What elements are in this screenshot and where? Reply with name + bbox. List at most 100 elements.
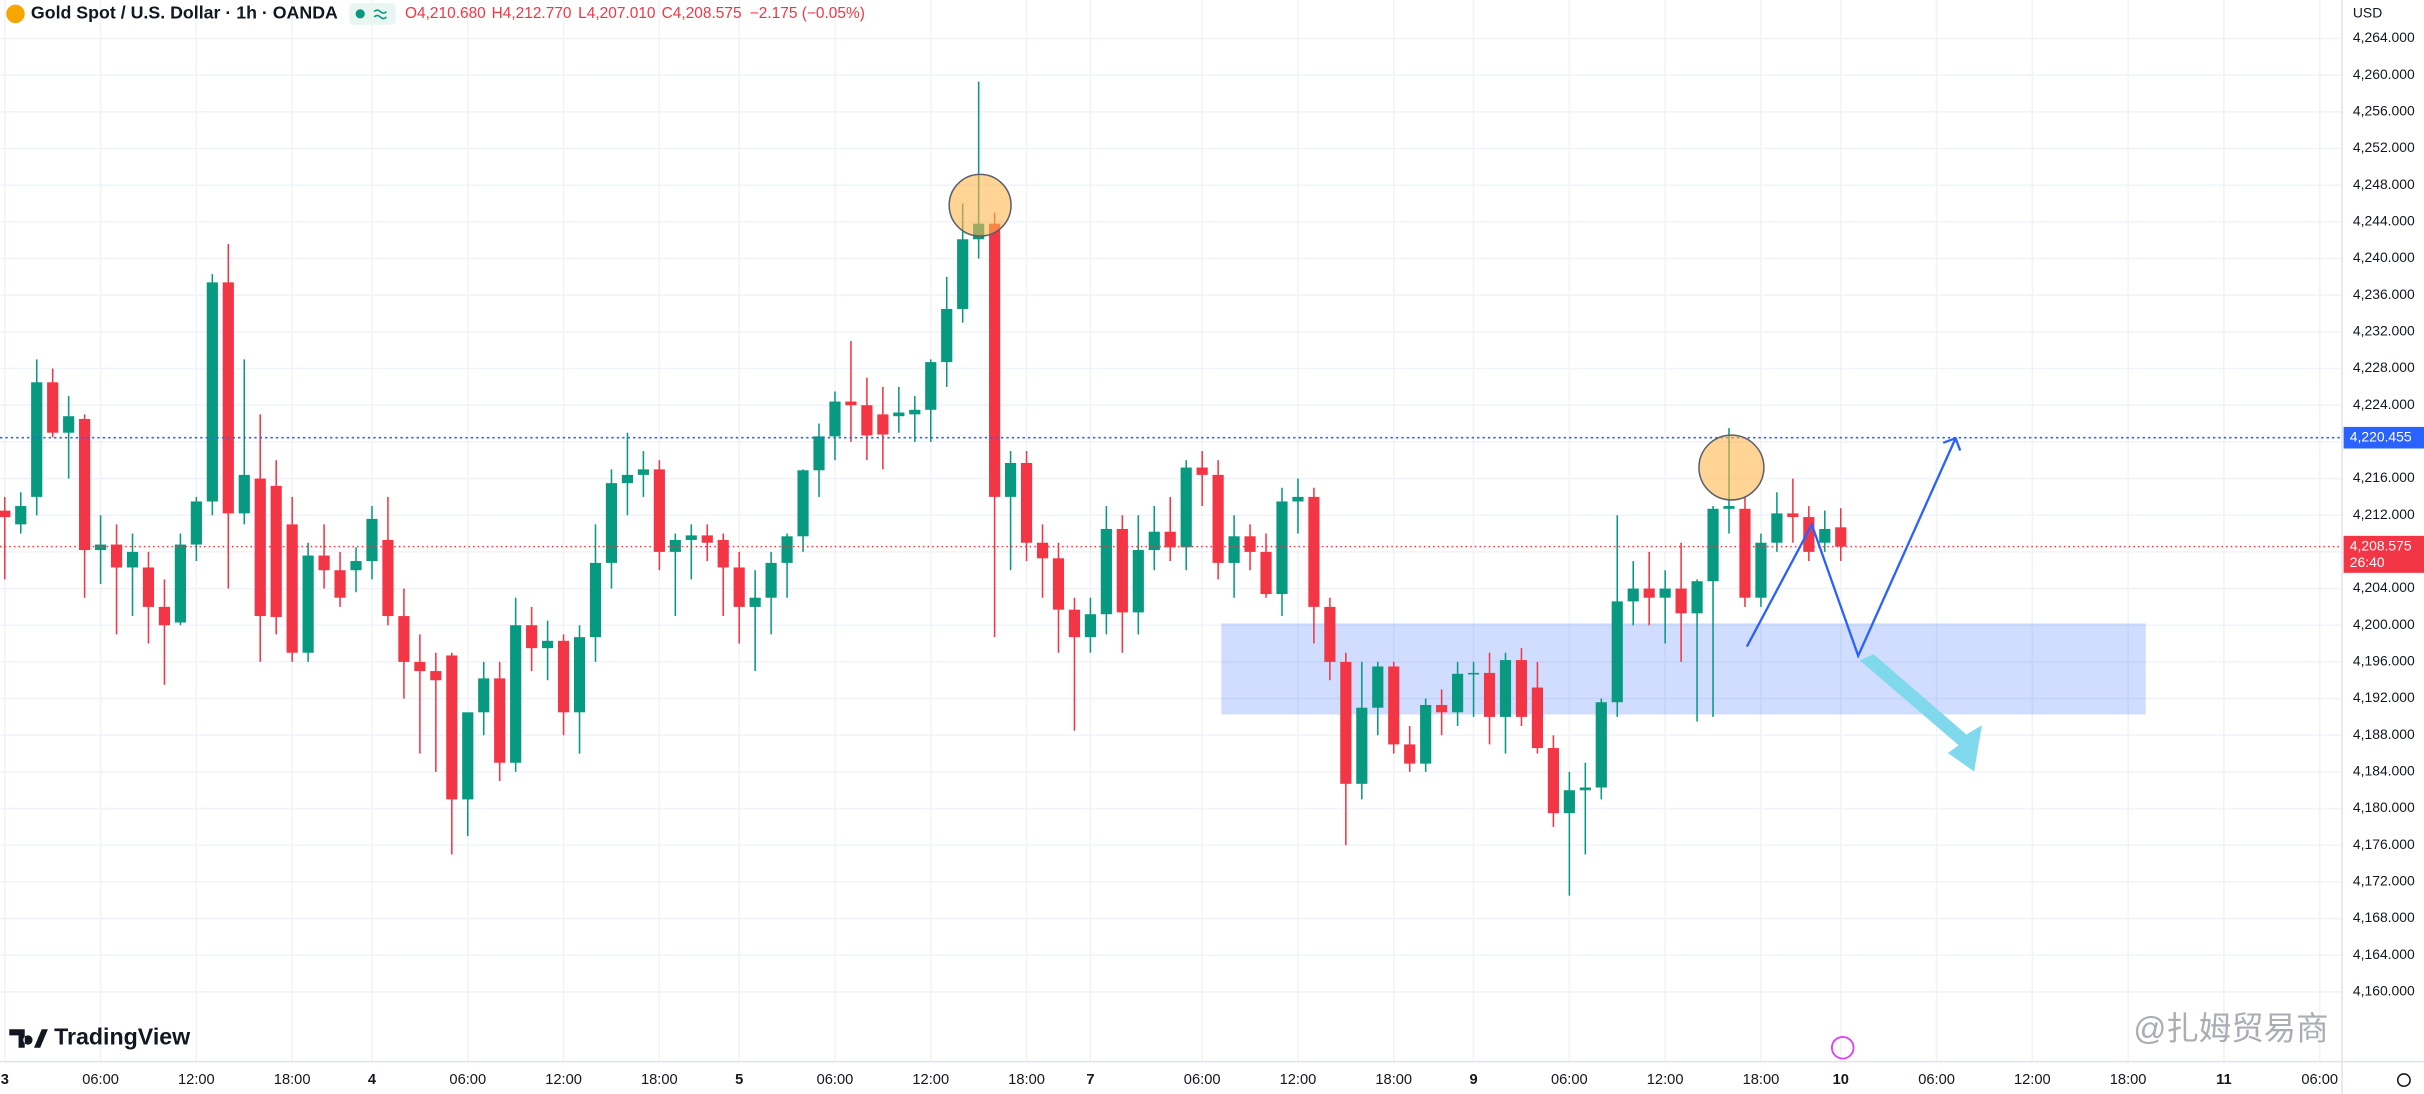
y-tick-label: 4,216.000: [2353, 469, 2415, 485]
candle-body: [398, 616, 410, 662]
candle-body: [1531, 687, 1544, 749]
candle-body: [190, 501, 202, 545]
candle-body: [1100, 528, 1112, 615]
candle-body: [1595, 702, 1607, 788]
settings-icon: [2396, 1073, 2411, 1088]
candle-body: [446, 655, 458, 800]
candle-body: [1244, 536, 1256, 552]
candle-body: [1068, 609, 1081, 638]
candle-body: [1180, 467, 1192, 548]
candle-body: [110, 544, 123, 568]
candle-body: [286, 524, 298, 653]
x-tick-label: 7: [1086, 1072, 1094, 1088]
highlight-circle: [948, 173, 1012, 237]
x-tick-label: 18:00: [1743, 1072, 1780, 1088]
y-tick-label: 4,224.000: [2353, 396, 2415, 412]
highlight-circle: [1698, 434, 1765, 501]
brand-name: TradingView: [54, 1024, 191, 1050]
candle-body: [605, 483, 618, 563]
status-badge: [349, 3, 396, 25]
level-price-label: 4,220.455: [2350, 428, 2412, 444]
candle-body: [1084, 614, 1096, 638]
candle-body: [1436, 704, 1448, 713]
x-tick-label: 18:00: [1008, 1072, 1045, 1088]
x-tick-label: 12:00: [178, 1072, 215, 1088]
candle-body: [781, 536, 793, 563]
y-tick-label: 4,260.000: [2353, 66, 2415, 82]
y-tick-label: 4,256.000: [2353, 103, 2415, 119]
candle-body: [1372, 666, 1384, 708]
candle-body: [1723, 506, 1735, 509]
candle-body: [797, 470, 809, 537]
ohlc-close: C4,208.575: [662, 5, 742, 22]
candle-body: [1819, 528, 1831, 543]
candle-body: [1260, 551, 1272, 595]
candle-body: [47, 382, 59, 433]
candle-body: [1020, 462, 1033, 543]
x-tick-label: 18:00: [2110, 1072, 2147, 1088]
candle-body: [1499, 660, 1512, 717]
countdown-label: 26:40: [2350, 554, 2385, 570]
candle-body: [1675, 588, 1687, 614]
brand-logo: [9, 1029, 48, 1048]
candle-body: [1164, 531, 1176, 548]
ohlc-open: O4,210.680: [405, 5, 486, 22]
y-tick-label: 4,236.000: [2353, 286, 2415, 302]
candle-body: [382, 539, 394, 617]
candle-body: [669, 539, 681, 552]
candle-body: [621, 474, 634, 484]
candle-body: [238, 474, 250, 514]
candle-body: [1467, 672, 1480, 675]
candle-body: [1563, 790, 1575, 814]
x-tick-label: 11: [2216, 1072, 2232, 1088]
last-price-label: 4,208.575: [2350, 537, 2412, 553]
y-tick-label: 4,252.000: [2353, 139, 2415, 155]
candle-body: [526, 625, 538, 649]
y-tick-label: 4,164.000: [2353, 946, 2415, 962]
candle-body: [1611, 601, 1623, 703]
y-tick-label: 4,232.000: [2353, 323, 2415, 339]
y-tick-label: 4,240.000: [2353, 249, 2415, 265]
candle-body: [63, 416, 75, 433]
candle-body: [79, 418, 91, 551]
x-tick-label: 10: [1833, 1072, 1849, 1088]
candle-body: [1356, 707, 1368, 784]
x-tick-label: 06:00: [2301, 1072, 2338, 1088]
candle-body: [1771, 513, 1783, 543]
x-tick-label: 18:00: [274, 1072, 311, 1088]
candle-body: [1707, 508, 1719, 582]
candle-body: [877, 414, 889, 435]
candle-body: [94, 544, 107, 551]
y-tick-label: 4,212.000: [2353, 506, 2415, 522]
candle-body: [1787, 513, 1799, 518]
x-tick-label: 12:00: [1280, 1072, 1317, 1088]
chart-title: Gold Spot / U.S. Dollar · 1h · OANDA: [31, 3, 338, 23]
candle-body: [270, 485, 282, 617]
candle-body: [765, 562, 777, 598]
candle-body: [957, 239, 969, 309]
y-tick-label: 4,264.000: [2353, 29, 2415, 45]
currency-label: USD: [2353, 5, 2382, 21]
candle-body: [685, 535, 697, 540]
candle-body: [845, 401, 857, 406]
watermark: @扎姆贸易商: [2133, 1010, 2328, 1046]
y-tick-label: 4,176.000: [2353, 836, 2415, 852]
x-tick-label: 12:00: [912, 1072, 949, 1088]
x-tick-label: 06:00: [449, 1072, 486, 1088]
grid: [0, 0, 2343, 1062]
candle-body: [1388, 666, 1400, 745]
candle-body: [637, 469, 649, 475]
x-tick-label: 3: [1, 1072, 9, 1088]
y-tick-label: 4,228.000: [2353, 359, 2415, 375]
ohlc-high: H4,212.770: [492, 5, 572, 22]
candle-body: [813, 436, 825, 471]
x-tick-label: 12:00: [545, 1072, 582, 1088]
candle-body: [1212, 474, 1224, 563]
candle-body: [1036, 542, 1049, 559]
candle-body: [733, 567, 745, 607]
x-tick-label: 06:00: [817, 1072, 854, 1088]
projection-path: [1745, 436, 1962, 659]
candle-body: [430, 671, 442, 681]
candle-body: [925, 362, 937, 410]
x-tick-label: 06:00: [1918, 1072, 1955, 1088]
